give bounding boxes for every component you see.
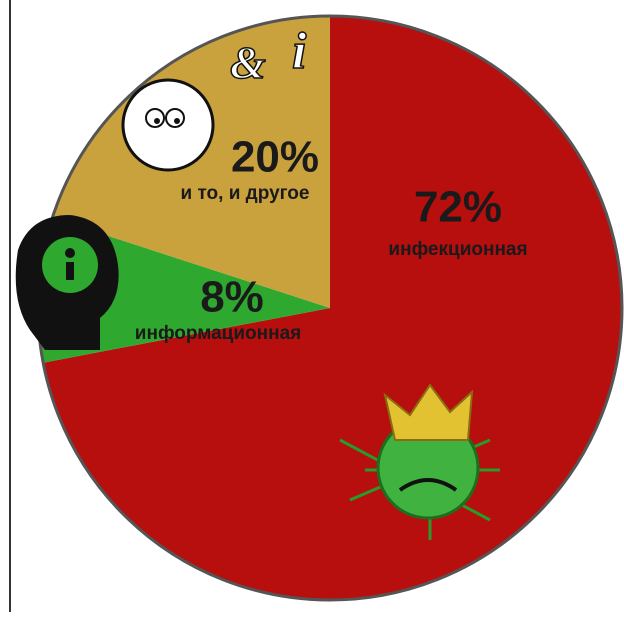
- category-label: и то, и другое: [181, 183, 310, 204]
- svg-text:&: &: [230, 37, 266, 88]
- svg-text:i: i: [292, 23, 307, 80]
- chart: & i 72% инфекционная 8%информационная 20%и …: [0, 0, 624, 617]
- category-label: инфекционная: [388, 239, 527, 260]
- value-label: 20%: [231, 133, 319, 182]
- pie: [38, 16, 622, 600]
- value-label: 8%: [200, 273, 264, 322]
- value-label: 72%: [414, 183, 502, 232]
- category-label: информационная: [135, 323, 301, 344]
